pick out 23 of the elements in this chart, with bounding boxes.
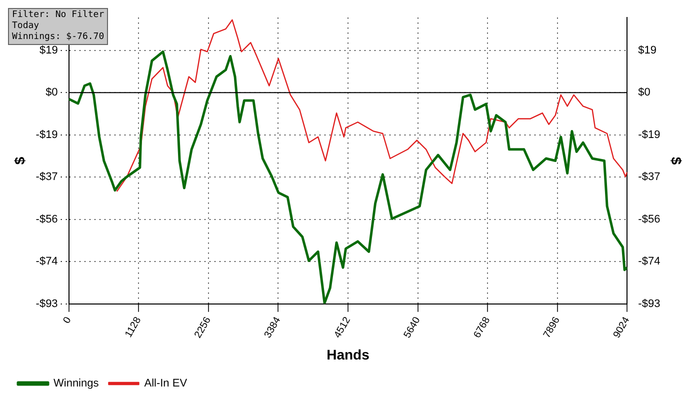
legend-label: Winnings (54, 378, 100, 390)
y2-tick-label: $0 (638, 86, 650, 99)
annotation: Filter: No Filter (12, 10, 104, 21)
y2-tick-label: -$74 (638, 256, 660, 268)
y2-axis-title: $ (668, 156, 685, 165)
y-tick-label: -$19 (36, 128, 58, 141)
text: Today (12, 21, 40, 32)
annotation: Winnings: $-76.70 (12, 32, 104, 43)
y2-tick-label: -$93 (638, 298, 660, 310)
x-axis-title: Hands (326, 346, 370, 362)
y-tick-label: $0 (46, 86, 58, 99)
y-tick-label: -$37 (36, 171, 58, 184)
y-tick-label: -$93 (36, 298, 58, 310)
y2-tick-label: -$19 (638, 128, 660, 141)
x-tick-label: 0 (61, 314, 74, 326)
y-tick-label: $19 (39, 44, 58, 56)
y-tick-label: -$74 (36, 256, 58, 268)
y2-tick-label: -$37 (638, 171, 660, 184)
y2-tick-label: -$56 (638, 213, 660, 226)
y2-tick-label: $19 (638, 44, 657, 56)
y-tick-label: -$56 (36, 213, 58, 226)
y-axis-title: $ (11, 156, 28, 165)
legend-label: All-In EV (144, 378, 188, 390)
